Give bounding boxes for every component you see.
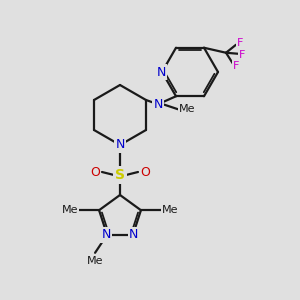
Text: Me: Me (62, 205, 78, 215)
Text: N: N (129, 228, 139, 241)
Text: Me: Me (162, 205, 178, 215)
Text: N: N (101, 228, 111, 241)
Text: N: N (153, 98, 163, 111)
Text: O: O (140, 166, 150, 178)
Text: F: F (237, 38, 243, 48)
Text: Me: Me (179, 104, 195, 114)
Text: Me: Me (87, 256, 103, 266)
Text: F: F (233, 61, 239, 71)
Text: S: S (115, 168, 125, 182)
Text: F: F (239, 50, 245, 60)
Text: N: N (156, 65, 166, 79)
Text: O: O (90, 166, 100, 178)
Text: N: N (115, 139, 125, 152)
